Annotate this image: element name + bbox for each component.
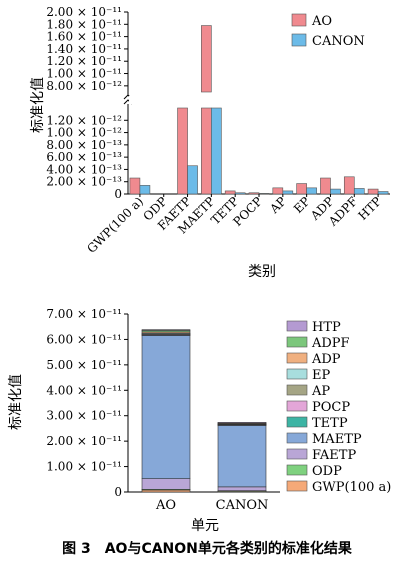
- bar: [248, 192, 260, 195]
- y-tick-label: 3.00 × 10⁻¹¹: [46, 409, 122, 423]
- legend-swatch: [286, 448, 308, 460]
- bar: [330, 188, 341, 195]
- y-tick-label: 1.00 × 10⁻¹¹: [46, 67, 122, 81]
- legend-label: ODP: [312, 464, 342, 479]
- bar: [306, 187, 317, 195]
- y-tick-label: 0: [114, 485, 122, 499]
- stack-segment: [217, 424, 267, 488]
- legend-swatch: [291, 13, 307, 27]
- legend-label: MAETP: [312, 432, 362, 447]
- bar: [320, 177, 331, 195]
- legend-swatch: [286, 400, 308, 412]
- y-tick-label: 4.00 × 10⁻¹¹: [46, 383, 122, 397]
- bar: [353, 188, 365, 195]
- legend-swatch: [286, 336, 308, 348]
- bar: [187, 165, 198, 195]
- axis-break-gap: [129, 96, 391, 104]
- x-axis-label: 类别: [248, 264, 276, 280]
- y-tick-label: 1.40 × 10⁻¹¹: [46, 42, 122, 56]
- y-tick-label: 2.00 × 10⁻¹³: [46, 175, 122, 189]
- y-tick-label: 6.00 × 10⁻¹¹: [46, 332, 122, 346]
- legend-swatch: [286, 352, 308, 364]
- y-tick-label: 1.80 × 10⁻¹¹: [46, 17, 122, 31]
- legend-swatch: [286, 464, 308, 476]
- y-tick-label: 8.00 × 10⁻¹³: [46, 138, 122, 152]
- y-tick-label: 5.00 × 10⁻¹¹: [46, 358, 122, 372]
- legend-label: ADP: [311, 352, 341, 367]
- x-tick-label: HTP: [356, 194, 385, 223]
- y-tick-label: 4.00 × 10⁻¹³: [46, 162, 122, 176]
- bar: [272, 187, 284, 195]
- y-tick-label: 1.00 × 10⁻¹¹: [46, 460, 122, 474]
- bar: [201, 25, 212, 93]
- legend-swatch: [286, 320, 308, 332]
- stack-segment: [217, 422, 267, 424]
- x-tick-label: CANON: [216, 498, 269, 513]
- legend-label: AP: [311, 384, 330, 399]
- legend-label: GWP(100 a): [312, 480, 391, 495]
- legend-label: FAETP: [312, 448, 356, 463]
- y-axis-label: 标准化值: [8, 374, 24, 430]
- stack-segment: [141, 329, 191, 331]
- y-tick-label: 8.00 × 10⁻¹²: [46, 79, 122, 93]
- y-tick-label: 7.00 × 10⁻¹¹: [46, 307, 122, 321]
- legend-swatch: [286, 368, 308, 380]
- chart-1: 02.00 × 10⁻¹³4.00 × 10⁻¹³6.00 × 10⁻¹³8.0…: [30, 5, 391, 280]
- bar: [234, 192, 246, 195]
- stack-segment: [141, 478, 191, 490]
- x-tick-label: AP: [266, 194, 288, 216]
- legend-label: POCP: [312, 400, 350, 415]
- legend-swatch: [291, 33, 307, 47]
- y-tick-label: 1.60 × 10⁻¹¹: [46, 30, 122, 44]
- x-tick-label: AO: [155, 498, 176, 513]
- y-tick-label: 2.00 × 10⁻¹¹: [46, 434, 122, 448]
- bar: [139, 185, 151, 195]
- bar: [177, 107, 188, 195]
- legend-label: HTP: [312, 320, 341, 335]
- legend-label: ADPF: [311, 336, 350, 351]
- bar: [377, 191, 389, 195]
- legend-label: TETP: [312, 416, 348, 431]
- stack-segment: [217, 486, 267, 491]
- legend-swatch: [286, 416, 308, 428]
- bar: [343, 176, 355, 195]
- bar: [201, 107, 212, 195]
- bar: [296, 183, 307, 195]
- figure-caption: 图 3 AO与CANON单元各类别的标准化结果: [62, 540, 353, 557]
- bar: [211, 107, 222, 195]
- bar: [367, 188, 379, 195]
- legend-swatch: [286, 432, 308, 444]
- stack-segment: [141, 334, 191, 479]
- y-tick-label: 6.00 × 10⁻¹³: [46, 150, 122, 164]
- y-tick-label: 1.20 × 10⁻¹²: [46, 113, 122, 127]
- y-tick-label: 1.00 × 10⁻¹²: [46, 126, 122, 140]
- legend-label: AO: [311, 14, 332, 29]
- x-tick-label: GWP(100 a): [84, 194, 146, 256]
- y-tick-label: 1.20 × 10⁻¹¹: [46, 54, 122, 68]
- bar: [258, 193, 270, 195]
- y-tick-label: 2.00 × 10⁻¹¹: [46, 5, 122, 19]
- bar: [282, 190, 294, 195]
- chart-2: 0 1.00 × 10⁻¹¹ 2.00 × 10⁻¹¹ 3.00 × 10⁻¹¹ 4.0…: [8, 307, 391, 534]
- legend-label: EP: [312, 368, 330, 383]
- bar: [129, 177, 141, 195]
- legend-label: CANON: [312, 34, 365, 49]
- legend-swatch: [286, 480, 308, 492]
- y-tick-label: 0: [114, 187, 122, 201]
- legend-swatch: [286, 384, 308, 396]
- x-axis-label: 单元: [191, 518, 219, 534]
- y-axis-label: 标准化值: [30, 77, 46, 133]
- bar: [224, 190, 236, 195]
